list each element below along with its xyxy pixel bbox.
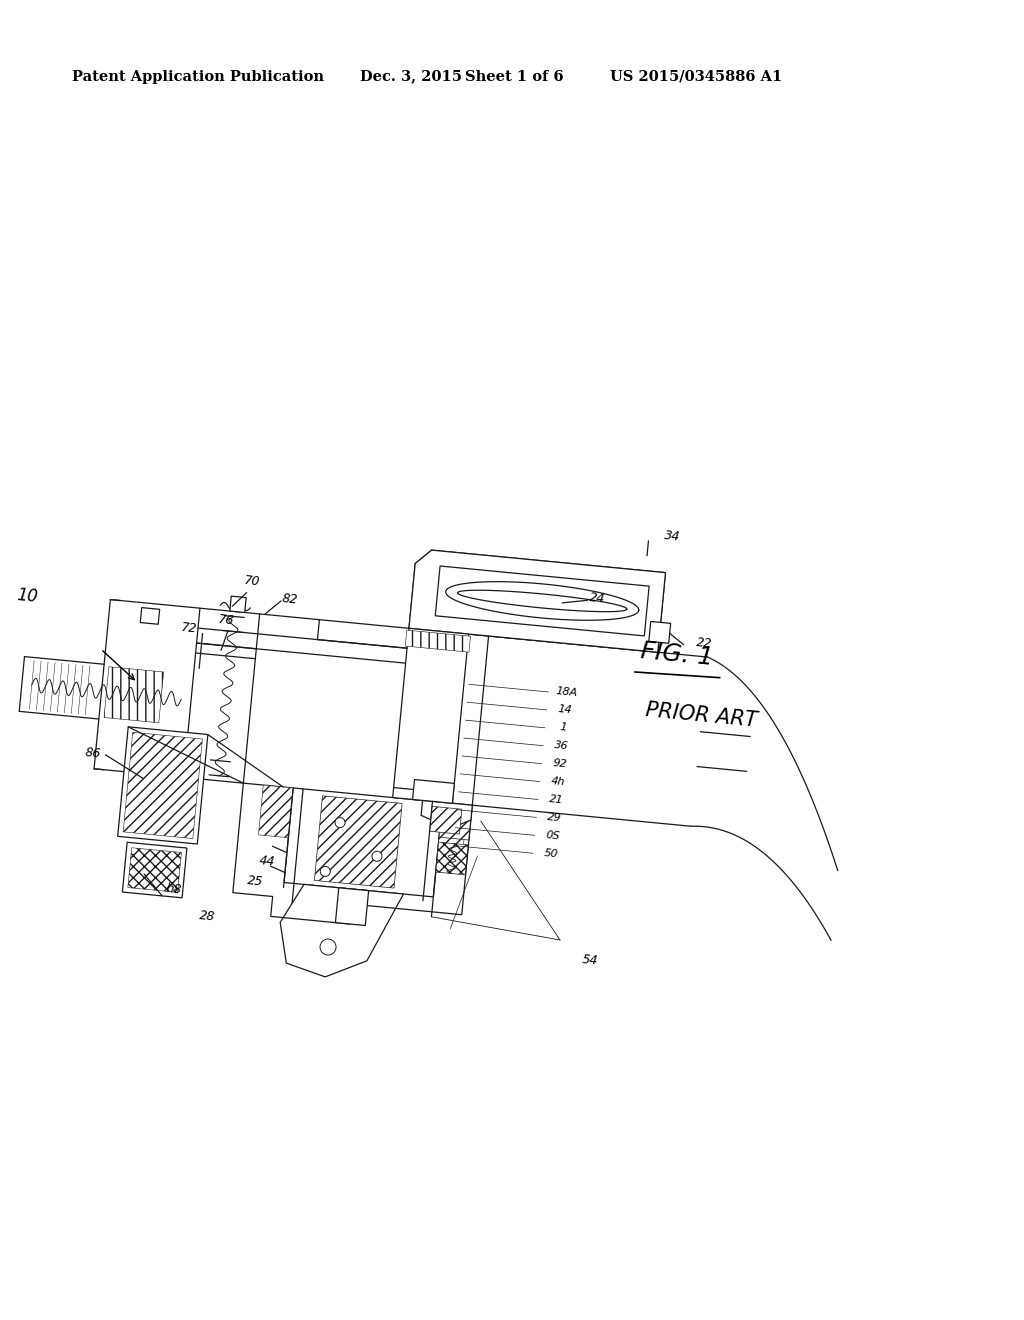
Polygon shape [437, 803, 467, 854]
Polygon shape [649, 622, 671, 643]
Text: FIG. 1: FIG. 1 [640, 639, 715, 671]
Polygon shape [436, 842, 468, 875]
Text: 1: 1 [559, 722, 567, 733]
Text: h8: h8 [166, 882, 182, 896]
Text: 76: 76 [217, 614, 234, 627]
Circle shape [372, 851, 382, 861]
Polygon shape [104, 667, 164, 723]
Text: 25: 25 [247, 874, 264, 888]
Text: 50: 50 [544, 847, 558, 859]
Circle shape [335, 817, 345, 828]
Polygon shape [281, 884, 403, 977]
Text: 24: 24 [589, 590, 606, 605]
Polygon shape [128, 847, 181, 892]
Text: 21: 21 [549, 793, 564, 805]
Text: Patent Application Publication: Patent Application Publication [72, 70, 324, 83]
Text: 44: 44 [259, 854, 276, 869]
Polygon shape [413, 780, 455, 804]
Text: 86: 86 [85, 746, 102, 760]
Text: Dec. 3, 2015: Dec. 3, 2015 [360, 70, 462, 83]
Polygon shape [229, 597, 246, 612]
Polygon shape [123, 733, 203, 838]
Text: 18A: 18A [555, 686, 578, 698]
Text: 29: 29 [547, 812, 562, 824]
Polygon shape [258, 785, 293, 838]
Polygon shape [140, 607, 160, 624]
Text: 34: 34 [664, 528, 681, 543]
Text: 22: 22 [696, 636, 714, 651]
Text: 70: 70 [244, 574, 261, 589]
Text: 82: 82 [281, 593, 298, 607]
Text: 72: 72 [180, 622, 198, 636]
Circle shape [321, 866, 331, 876]
Polygon shape [435, 566, 649, 636]
Polygon shape [392, 628, 469, 804]
Text: 0S: 0S [545, 830, 560, 841]
Text: 4h: 4h [550, 776, 565, 787]
Polygon shape [409, 550, 666, 652]
Text: US 2015/0345886 A1: US 2015/0345886 A1 [610, 70, 782, 83]
Polygon shape [123, 842, 187, 898]
Text: Sheet 1 of 6: Sheet 1 of 6 [465, 70, 563, 83]
Circle shape [321, 939, 336, 956]
Text: 92: 92 [552, 758, 567, 770]
Polygon shape [421, 800, 472, 828]
Polygon shape [430, 807, 462, 834]
Text: 36: 36 [554, 741, 569, 751]
Polygon shape [406, 630, 470, 652]
Polygon shape [314, 796, 402, 888]
Polygon shape [336, 888, 369, 925]
Text: 10: 10 [15, 586, 39, 606]
Text: 54: 54 [582, 953, 599, 968]
Text: 28: 28 [199, 908, 216, 923]
Polygon shape [439, 808, 472, 840]
Text: 14: 14 [557, 705, 572, 715]
Polygon shape [118, 727, 208, 843]
Text: PRIOR ART: PRIOR ART [645, 700, 759, 731]
